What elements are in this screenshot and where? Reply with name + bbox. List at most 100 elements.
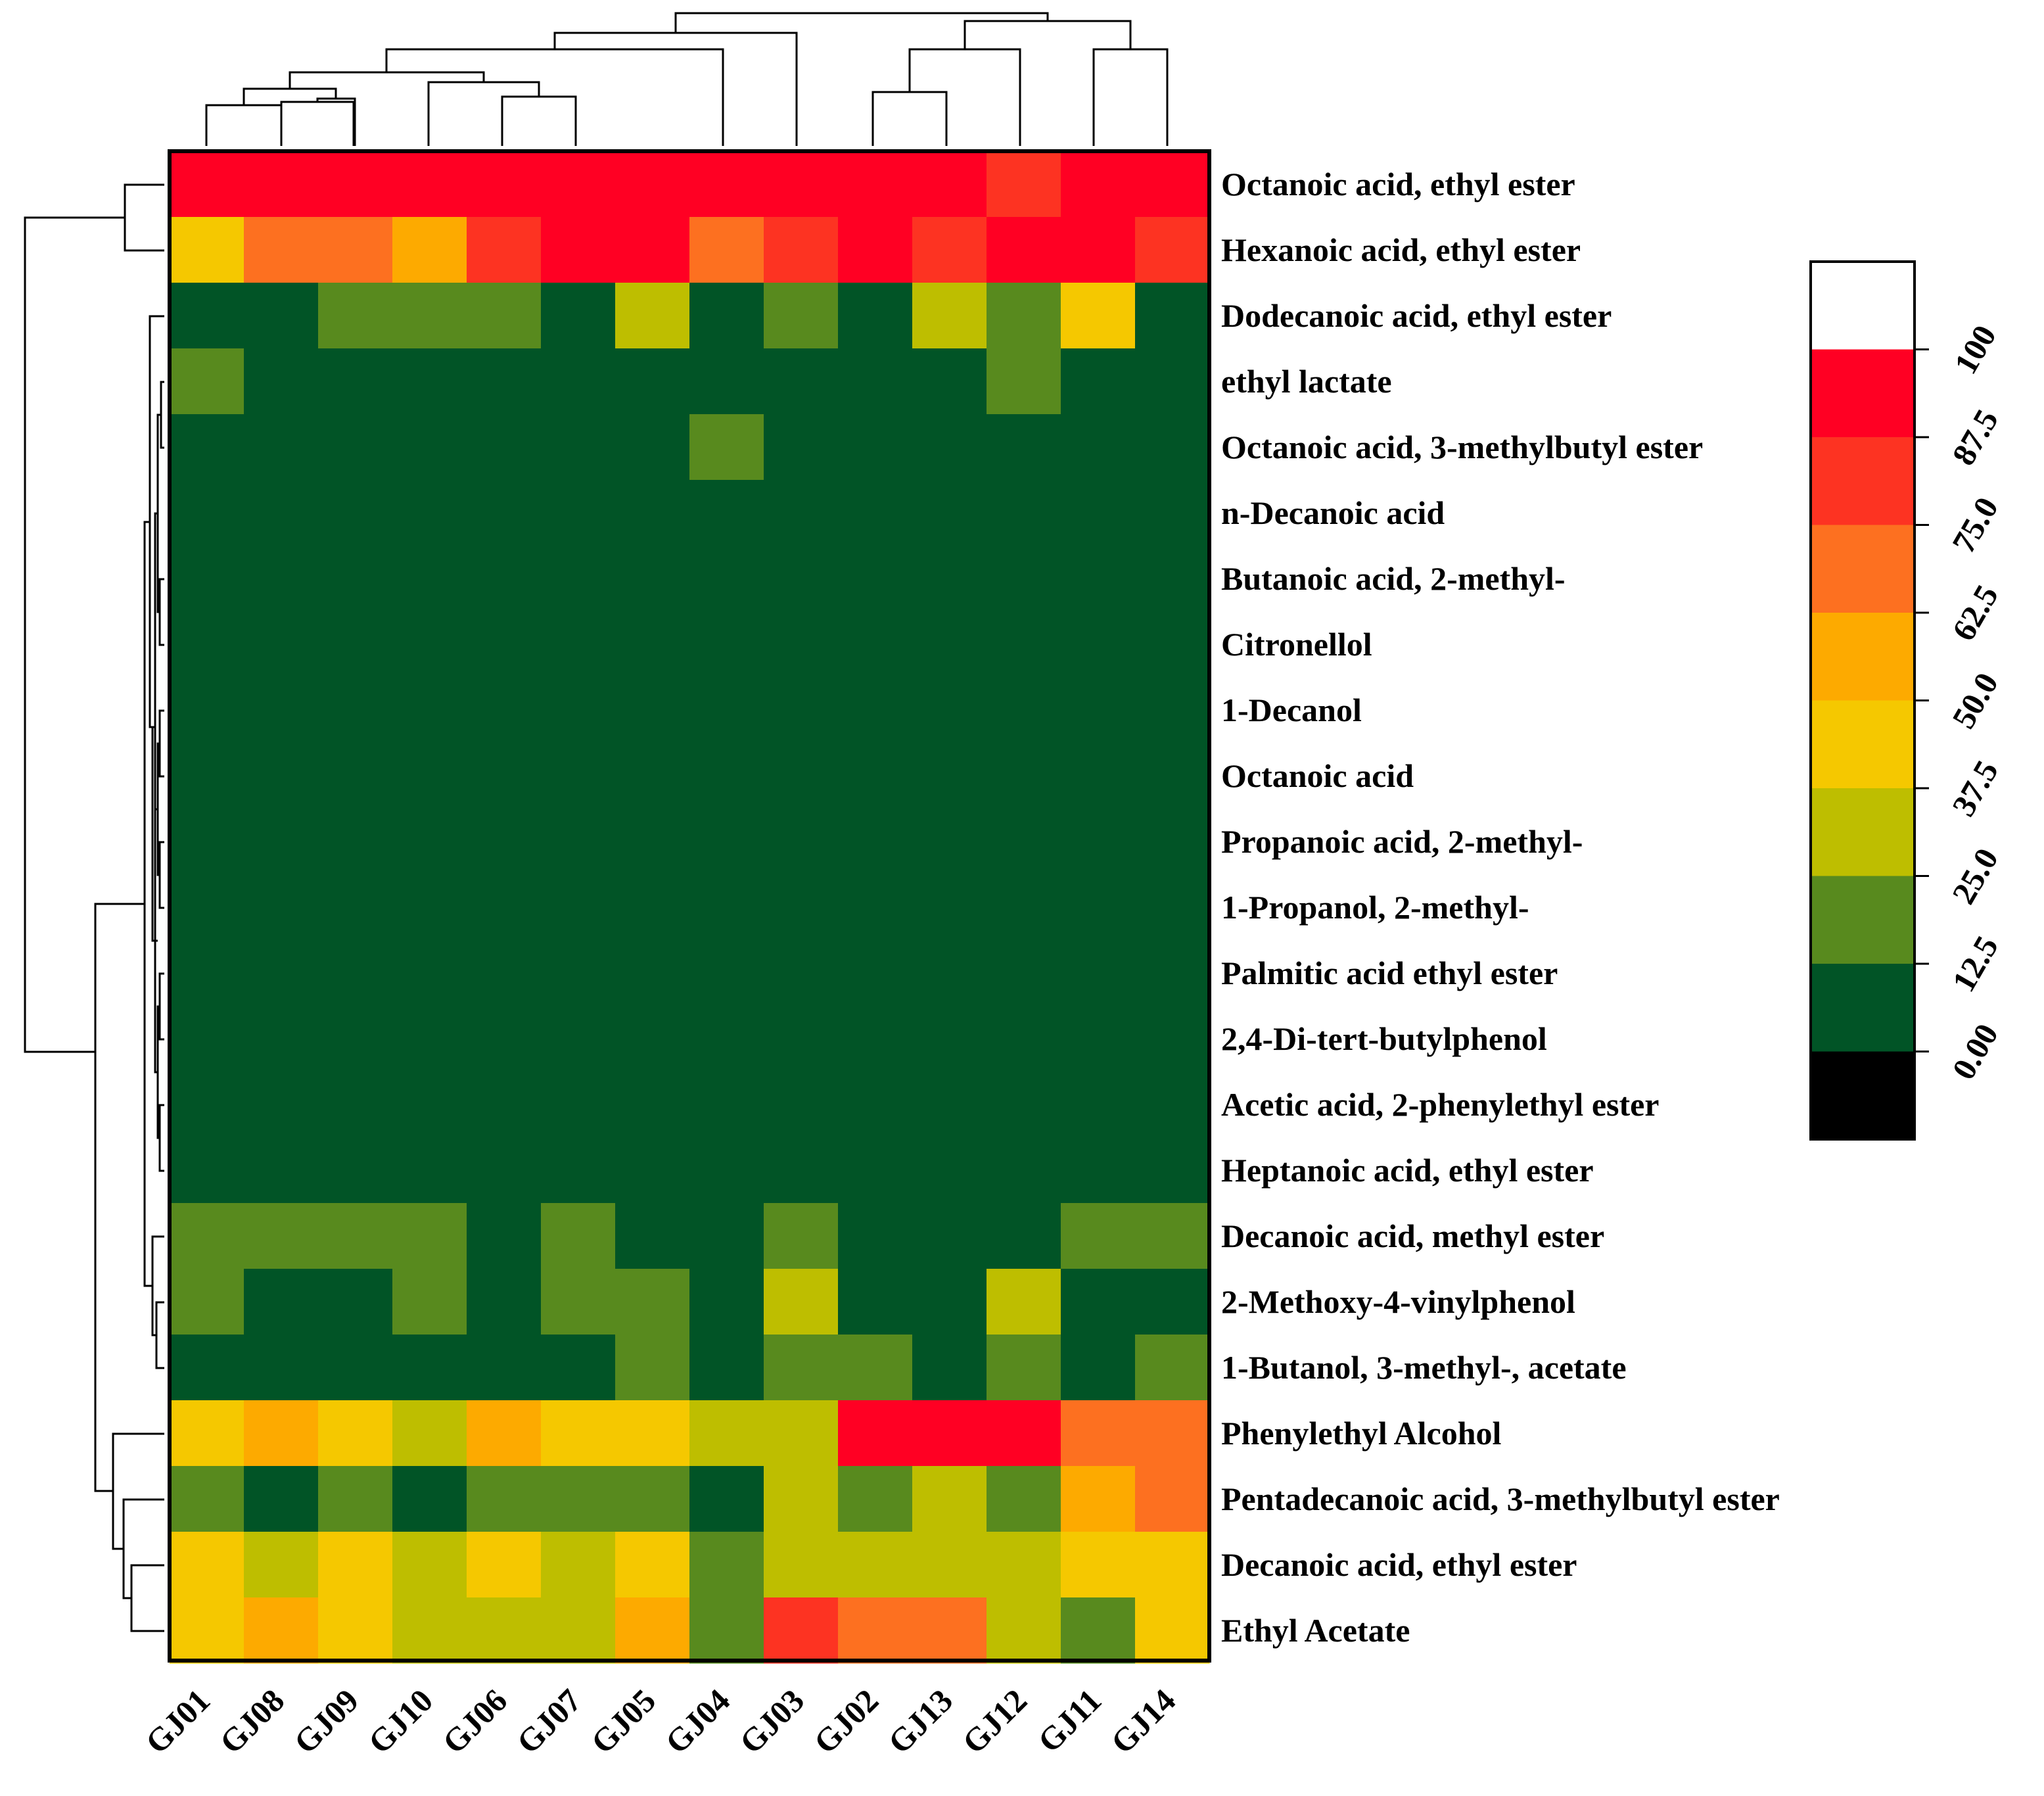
row-label: ethyl lactate: [1221, 363, 1392, 400]
heatmap-cell: [541, 611, 616, 678]
heatmap-cell: [392, 1006, 467, 1072]
heatmap-cell: [467, 1137, 542, 1204]
heatmap-cell: [244, 1203, 319, 1269]
row-label: n-Decanoic acid: [1221, 494, 1445, 531]
heatmap-cell: [318, 1335, 393, 1401]
legend-swatch: [1811, 788, 1915, 876]
heatmap-cell: [912, 1269, 987, 1335]
heatmap-cell: [467, 1335, 542, 1401]
heatmap-cell: [1061, 677, 1136, 744]
heatmap-cell: [244, 677, 319, 744]
heatmap-cell: [912, 743, 987, 809]
legend-swatch: [1811, 964, 1915, 1052]
heatmap-cell: [838, 1466, 913, 1532]
heatmap-cell: [987, 677, 1061, 744]
heatmap-cell: [987, 874, 1061, 941]
heatmap-cell: [467, 1006, 542, 1072]
heatmap-cell: [318, 677, 393, 744]
heatmap-cell: [689, 1466, 764, 1532]
heatmap-cell: [392, 151, 467, 218]
heatmap-cell: [244, 414, 319, 481]
heatmap-cell: [838, 480, 913, 546]
row-label: 1-Propanol, 2-methyl-: [1221, 889, 1529, 926]
heatmap-cell: [392, 940, 467, 1006]
heatmap-cell: [467, 1532, 542, 1598]
heatmap-cell: [987, 151, 1061, 218]
heatmap-cell: [244, 940, 319, 1006]
heatmap-cell: [689, 546, 764, 612]
heatmap-cell: [764, 1137, 839, 1204]
heatmap-cell: [170, 348, 244, 415]
heatmap-cell: [912, 809, 987, 875]
heatmap-cell: [541, 217, 616, 283]
heatmap-cell: [987, 1400, 1061, 1467]
heatmap-cell: [1135, 1466, 1210, 1532]
heatmap-cell: [541, 348, 616, 415]
heatmap-cell: [541, 743, 616, 809]
heatmap-cell: [987, 611, 1061, 678]
heatmap-cell: [689, 940, 764, 1006]
heatmap-cell: [689, 1532, 764, 1598]
heatmap-cell: [838, 677, 913, 744]
heatmap-cell: [615, 611, 690, 678]
heatmap-cell: [838, 809, 913, 875]
heatmap-cell: [764, 348, 839, 415]
row-label: Octanoic acid, ethyl ester: [1221, 166, 1575, 202]
heatmap-cell: [838, 1203, 913, 1269]
heatmap-cell: [689, 743, 764, 809]
heatmap-cell: [467, 1597, 542, 1664]
heatmap-cell: [244, 546, 319, 612]
heatmap-cell: [1061, 1006, 1136, 1072]
heatmap-cell: [615, 1137, 690, 1204]
heatmap-cell: [318, 1203, 393, 1269]
heatmap-cell: [764, 1400, 839, 1467]
row-label: Octanoic acid: [1221, 757, 1414, 794]
heatmap-cell: [392, 1335, 467, 1401]
heatmap-cell: [244, 809, 319, 875]
row-label: 1-Butanol, 3-methyl-, acetate: [1221, 1349, 1627, 1386]
heatmap-cell: [318, 1072, 393, 1138]
heatmap-cell: [987, 1072, 1061, 1138]
heatmap-cell: [467, 611, 542, 678]
heatmap-cell: [467, 1072, 542, 1138]
heatmap-cell: [170, 743, 244, 809]
heatmap-cell: [467, 677, 542, 744]
row-label: Decanoic acid, ethyl ester: [1221, 1546, 1577, 1583]
heatmap-cell: [987, 217, 1061, 283]
heatmap-cell: [987, 1335, 1061, 1401]
heatmap-cell: [244, 1137, 319, 1204]
heatmap-cell: [1061, 1400, 1136, 1467]
heatmap-cell: [764, 480, 839, 546]
heatmap-cell: [912, 1400, 987, 1467]
heatmap-cell: [244, 611, 319, 678]
heatmap-cell: [912, 1072, 987, 1138]
heatmap-cell: [764, 217, 839, 283]
heatmap-cell: [318, 217, 393, 283]
legend-swatch: [1811, 876, 1915, 964]
heatmap-cell: [615, 1269, 690, 1335]
row-label: 2-Methoxy-4-vinylphenol: [1221, 1283, 1575, 1320]
heatmap-cell: [987, 546, 1061, 612]
heatmap-cell: [615, 546, 690, 612]
heatmap-cell: [689, 1269, 764, 1335]
heatmap-cell: [244, 1072, 319, 1138]
heatmap-cell: [170, 1006, 244, 1072]
heatmap-cell: [318, 1532, 393, 1598]
heatmap-cell: [987, 940, 1061, 1006]
row-label: Octanoic acid, 3-methylbutyl ester: [1221, 429, 1703, 465]
heatmap-cell: [170, 1597, 244, 1664]
row-label: Acetic acid, 2-phenylethyl ester: [1221, 1086, 1660, 1123]
heatmap-cell: [912, 1335, 987, 1401]
heatmap-cell: [987, 1203, 1061, 1269]
heatmap-cell: [1135, 1006, 1210, 1072]
heatmap-cell: [912, 217, 987, 283]
heatmap-cell: [244, 1006, 319, 1072]
heatmap-cell: [541, 546, 616, 612]
heatmap-cell: [689, 283, 764, 349]
heatmap-cell: [1135, 809, 1210, 875]
heatmap-cell: [1135, 348, 1210, 415]
legend-swatch-na: [1811, 1051, 1915, 1139]
heatmap-cell: [912, 1137, 987, 1204]
heatmap-cell: [764, 1269, 839, 1335]
